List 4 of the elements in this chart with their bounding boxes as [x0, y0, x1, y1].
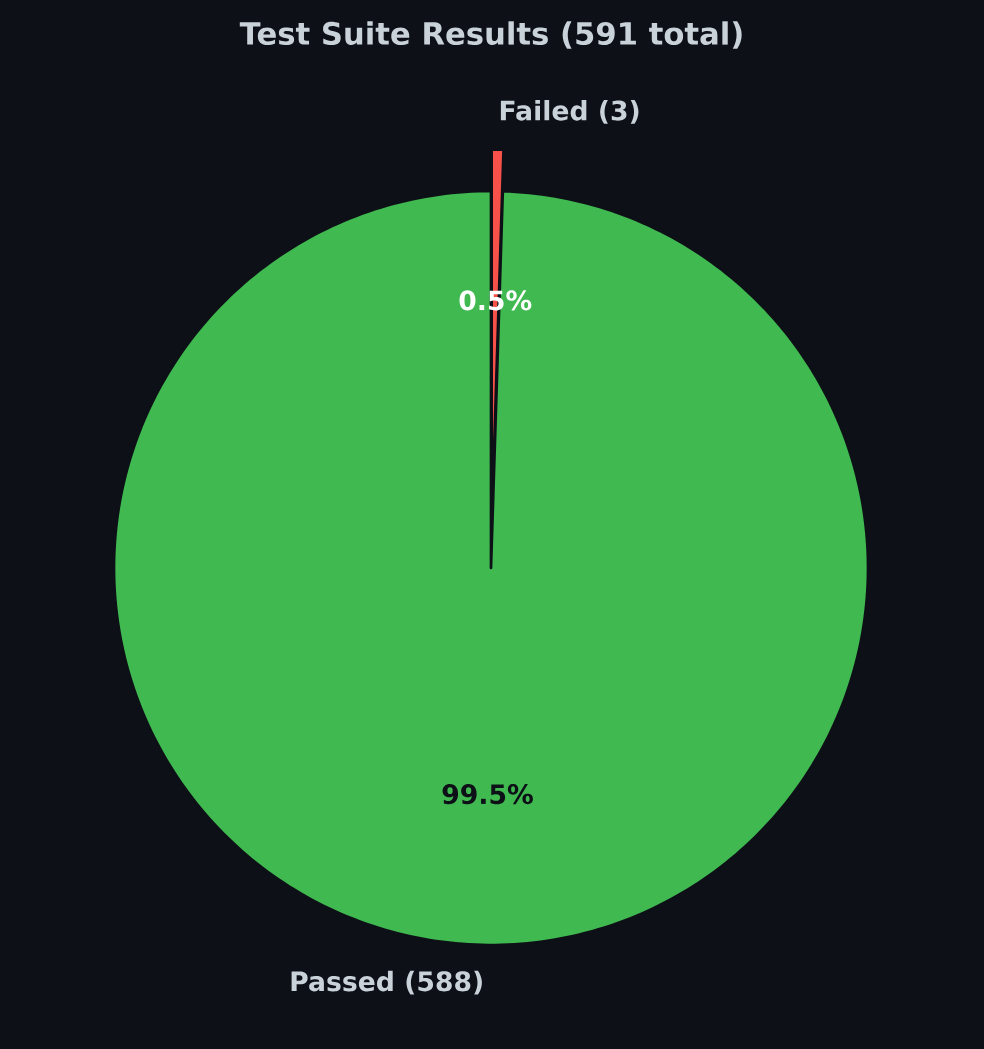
chart-title: Test Suite Results (591 total) [239, 21, 742, 49]
slice-label: Failed (3) [500, 99, 639, 124]
data-label: 99.5% [442, 784, 533, 805]
slice-label: Passed (588) [291, 970, 482, 995]
